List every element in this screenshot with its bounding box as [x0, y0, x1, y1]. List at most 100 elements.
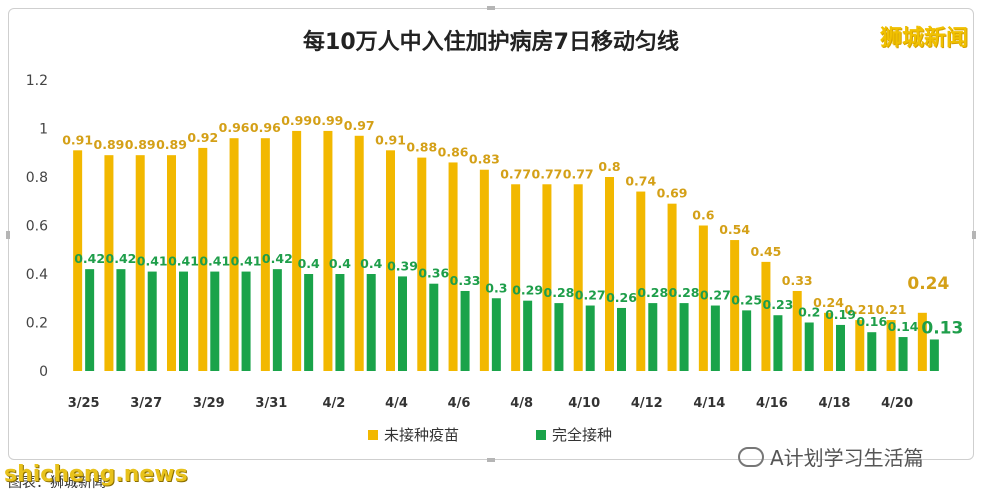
legend-label: 完全接种 [552, 426, 612, 444]
data-label-fully-vaccinated: 0.4 [298, 256, 320, 271]
brand-logo: 狮城新闻 [879, 26, 968, 51]
data-label-fully-vaccinated: 0.4 [360, 256, 382, 271]
x-tick-label: 4/2 [323, 396, 346, 411]
data-label-fully-vaccinated: 0.14 [888, 319, 919, 334]
bar-unvaccinated [636, 191, 646, 371]
data-label-fully-vaccinated: 0.41 [168, 254, 199, 269]
bar-unvaccinated [730, 240, 740, 371]
bar-fully-vaccinated [804, 322, 814, 371]
y-tick-label: 1.2 [26, 73, 48, 89]
data-label-fully-vaccinated: 0.33 [450, 273, 481, 288]
data-label-fully-vaccinated: 0.27 [700, 288, 731, 303]
data-label-fully-vaccinated: 0.42 [106, 251, 137, 266]
data-label-unvaccinated: 0.6 [692, 208, 714, 223]
data-label-unvaccinated: 0.77 [500, 166, 531, 181]
x-tick-label: 4/8 [510, 396, 533, 411]
data-label-unvaccinated: 0.91 [62, 132, 93, 147]
bar-fully-vaccinated [554, 303, 564, 371]
x-tick-label: 4/4 [385, 396, 408, 411]
data-label-unvaccinated: 0.97 [344, 118, 375, 133]
bar-fully-vaccinated [241, 271, 251, 371]
x-tick-label: 3/27 [130, 396, 162, 411]
bar-unvaccinated [167, 155, 176, 371]
bar-fully-vaccinated [648, 303, 658, 371]
bar-fully-vaccinated [366, 274, 376, 371]
bar-unvaccinated [479, 169, 489, 371]
x-tick-label: 3/29 [193, 396, 225, 411]
data-label-fully-vaccinated: 0.29 [512, 283, 543, 298]
bar-fully-vaccinated [836, 324, 845, 371]
data-label-unvaccinated: 0.92 [187, 130, 218, 145]
bar-fully-vaccinated [460, 290, 470, 371]
data-label-fully-vaccinated: 0.42 [262, 251, 293, 266]
bar-unvaccinated [354, 135, 364, 371]
legend-swatch [536, 430, 546, 440]
data-label-fully-vaccinated: 0.16 [856, 314, 887, 329]
data-label-fully-vaccinated: 0.36 [418, 266, 449, 281]
footer-note: 图表：狮城新闻 [8, 475, 106, 491]
data-label-unvaccinated: 0.74 [625, 174, 656, 189]
data-label-fully-vaccinated: 0.41 [199, 254, 230, 269]
y-tick-label: 0 [39, 364, 48, 380]
data-label-unvaccinated: 0.96 [219, 120, 250, 135]
bar-unvaccinated [229, 138, 239, 371]
data-label-fully-vaccinated: 0.26 [606, 290, 637, 305]
bar-fully-vaccinated [929, 339, 939, 371]
bar-unvaccinated [417, 157, 427, 371]
data-label-fully-vaccinated: 0.2 [798, 305, 820, 320]
resize-handle-left[interactable] [6, 231, 10, 239]
bar-unvaccinated [824, 312, 833, 371]
y-tick-label: 0.8 [26, 170, 48, 186]
resize-handle-top[interactable] [487, 6, 495, 10]
y-tick-label: 0.6 [26, 219, 48, 235]
bar-unvaccinated [542, 184, 552, 371]
x-tick-label: 4/14 [693, 396, 725, 411]
resize-handle-bottom[interactable] [487, 458, 495, 462]
bar-unvaccinated [698, 225, 708, 371]
data-label-fully-vaccinated: 0.3 [485, 280, 507, 295]
bar-unvaccinated [605, 177, 614, 371]
data-label-unvaccinated: 0.21 [844, 302, 875, 317]
bar-unvaccinated [292, 130, 302, 371]
data-label-fully-vaccinated: 0.28 [669, 285, 700, 300]
bar-unvaccinated [260, 138, 270, 371]
bar-unvaccinated [917, 312, 927, 371]
bar-fully-vaccinated [304, 274, 314, 371]
bar-unvaccinated [448, 162, 458, 371]
x-tick-label: 4/10 [568, 396, 600, 411]
y-tick-label: 0.2 [26, 316, 48, 332]
bar-fully-vaccinated [147, 271, 157, 371]
bar-fully-vaccinated [867, 332, 877, 371]
bar-fully-vaccinated [773, 315, 783, 371]
bar-fully-vaccinated [116, 269, 126, 371]
bar-fully-vaccinated [898, 337, 908, 371]
bar-unvaccinated [761, 261, 771, 371]
data-label-unvaccinated: 0.91 [375, 132, 406, 147]
bar-fully-vaccinated [85, 269, 95, 371]
bar-unvaccinated [386, 150, 395, 371]
bar-unvaccinated [855, 320, 865, 371]
data-label-fully-vaccinated: 0.4 [329, 256, 351, 271]
data-label-fully-vaccinated: 0.27 [575, 288, 606, 303]
resize-handle-right[interactable] [972, 231, 976, 239]
data-label-fully-vaccinated: 0.42 [74, 251, 105, 266]
legend-swatch [368, 430, 378, 440]
wechat-account-name: A计划学习生活篇 [770, 446, 924, 470]
data-label-fully-vaccinated: 0.23 [763, 297, 794, 312]
data-label-unvaccinated: 0.77 [532, 166, 563, 181]
data-label-unvaccinated: 0.99 [313, 113, 344, 128]
data-label-unvaccinated: 0.86 [438, 144, 469, 159]
bar-fully-vaccinated [617, 307, 626, 371]
x-tick-label: 4/16 [756, 396, 788, 411]
bar-chart: 00.20.40.60.811.20.91 0.89 0.89 0.89 0.920.9… [26, 73, 964, 444]
y-tick-label: 0.4 [26, 267, 48, 283]
bar-fully-vaccinated [523, 300, 533, 371]
x-tick-label: 4/20 [881, 396, 913, 411]
bar-fully-vaccinated [585, 305, 595, 371]
data-label-unvaccinated: 0.77 [563, 166, 594, 181]
watermark: shicheng.news [4, 462, 188, 487]
data-label-fully-vaccinated: 0.41 [231, 254, 262, 269]
bar-fully-vaccinated [710, 305, 720, 371]
data-label-unvaccinated: 0.96 [250, 120, 281, 135]
data-label-fully-vaccinated: 0.19 [825, 307, 856, 322]
